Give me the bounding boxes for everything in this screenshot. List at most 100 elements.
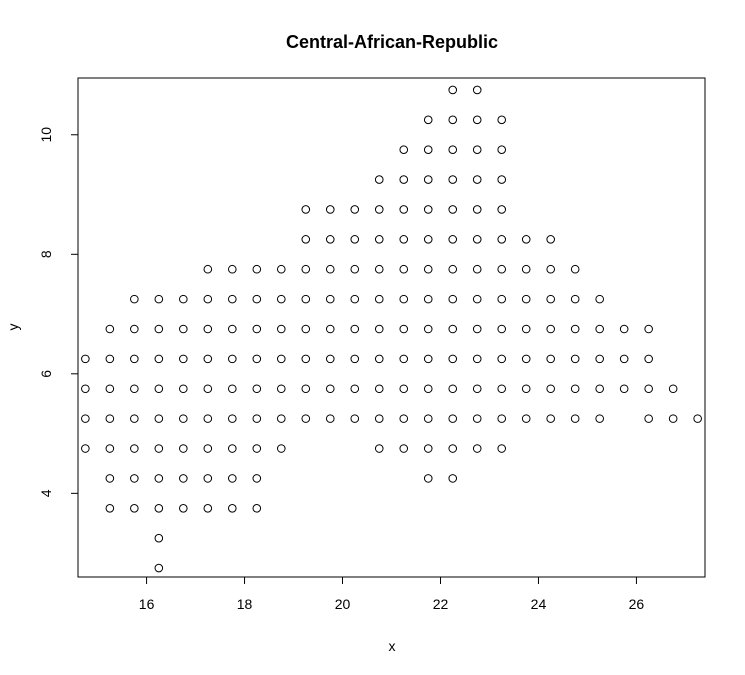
data-point <box>325 205 335 214</box>
data-point <box>276 384 286 394</box>
data-point <box>154 563 164 573</box>
data-point <box>423 235 433 244</box>
data-point <box>619 324 629 334</box>
data-point <box>546 264 555 274</box>
plot-frame <box>77 77 706 578</box>
data-point <box>228 384 237 394</box>
data-point <box>81 354 90 364</box>
data-point <box>228 294 237 304</box>
data-point <box>423 205 433 214</box>
data-point <box>448 414 458 423</box>
data-point <box>472 205 482 214</box>
data-point <box>130 474 139 483</box>
data-point <box>154 294 164 304</box>
data-point <box>203 354 213 364</box>
data-point <box>301 235 311 244</box>
data-point <box>276 444 286 453</box>
data-point <box>399 264 409 274</box>
y-tick-label: 8 <box>38 250 54 258</box>
data-point <box>497 264 507 274</box>
data-point <box>448 145 458 155</box>
data-point <box>546 384 555 394</box>
data-point <box>105 354 115 364</box>
data-point <box>252 414 262 423</box>
data-point <box>546 414 555 423</box>
data-point <box>350 354 360 364</box>
data-point <box>350 414 360 423</box>
data-point <box>448 354 458 364</box>
data-point <box>179 354 188 364</box>
data-point <box>276 354 286 364</box>
data-point <box>472 444 482 453</box>
data-point <box>570 294 580 304</box>
data-point <box>350 235 360 244</box>
data-point <box>448 444 458 453</box>
data-point <box>570 384 580 394</box>
data-point <box>301 205 311 214</box>
data-point <box>130 294 139 304</box>
data-point <box>423 324 433 334</box>
data-point <box>252 264 262 274</box>
data-point <box>497 115 507 125</box>
data-point <box>448 324 458 334</box>
data-point <box>350 324 360 334</box>
data-point <box>521 235 531 244</box>
data-point <box>497 324 507 334</box>
data-point <box>399 175 409 184</box>
data-point <box>350 294 360 304</box>
data-point <box>423 444 433 453</box>
data-point <box>570 324 580 334</box>
data-point <box>350 205 360 214</box>
data-point <box>252 324 262 334</box>
data-point <box>203 444 213 453</box>
data-point <box>448 384 458 394</box>
data-point <box>448 115 458 125</box>
data-point <box>423 384 433 394</box>
data-point <box>472 85 482 95</box>
data-point <box>497 235 507 244</box>
data-point <box>276 414 286 423</box>
data-point <box>228 444 237 453</box>
data-point <box>497 145 507 155</box>
y-axis: 4 6 8 10 <box>38 127 79 497</box>
data-point <box>399 324 409 334</box>
data-point <box>154 474 164 483</box>
data-point <box>521 354 531 364</box>
data-point <box>203 384 213 394</box>
data-point <box>301 264 311 274</box>
data-point <box>619 354 629 364</box>
data-point <box>105 324 115 334</box>
data-point <box>350 384 360 394</box>
data-point <box>154 533 164 543</box>
data-point <box>179 324 188 334</box>
data-point <box>423 294 433 304</box>
data-point <box>448 205 458 214</box>
data-point <box>423 175 433 184</box>
data-point <box>448 474 458 483</box>
data-point <box>203 264 213 274</box>
data-point <box>130 444 139 453</box>
data-point <box>595 384 604 394</box>
x-tick-label: 16 <box>139 596 155 612</box>
data-point <box>130 384 139 394</box>
data-point <box>595 414 604 423</box>
data-point <box>570 264 580 274</box>
y-axis-label: y <box>5 324 21 331</box>
data-point <box>228 264 237 274</box>
data-point <box>252 294 262 304</box>
data-point <box>154 384 164 394</box>
data-point <box>497 354 507 364</box>
data-point <box>399 235 409 244</box>
data-point <box>472 354 482 364</box>
data-point <box>521 414 531 423</box>
data-point <box>595 324 604 334</box>
data-point <box>374 175 384 184</box>
data-point <box>228 503 237 513</box>
data-point <box>595 354 604 364</box>
data-point <box>374 235 384 244</box>
data-point <box>252 503 262 513</box>
data-point <box>154 444 164 453</box>
data-point <box>276 324 286 334</box>
data-point <box>301 354 311 364</box>
